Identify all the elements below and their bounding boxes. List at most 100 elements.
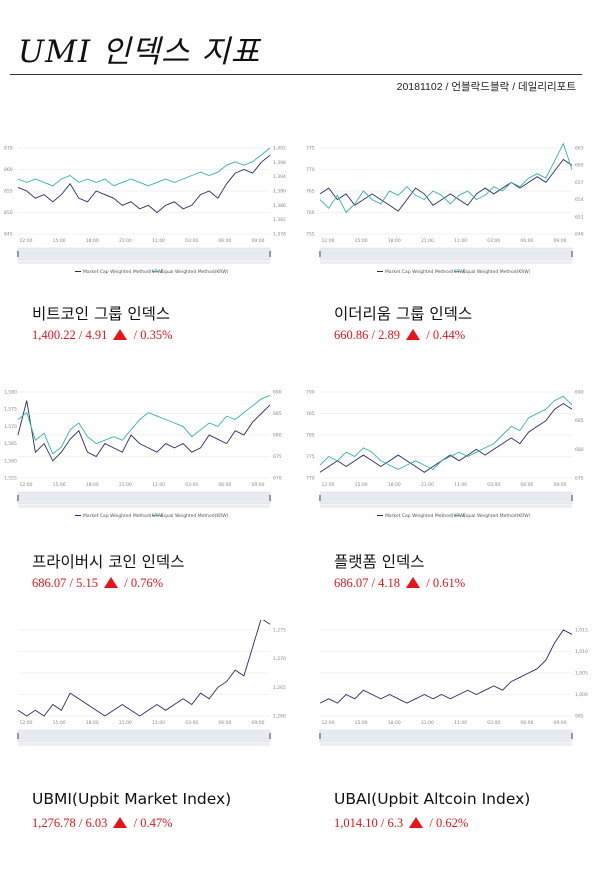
y-right-tick-label: 1,260: [273, 714, 286, 720]
legend-label: Equal Weighted Method(KRW): [161, 513, 229, 519]
y-right-tick-label: 995: [575, 714, 584, 720]
range-handle-left: [319, 495, 321, 501]
y-right-tick-label: 1,005: [575, 671, 588, 677]
y-right-tick-label: 1,015: [575, 628, 588, 634]
series-line: [17, 147, 271, 187]
panel-ethereum-group: 775 770 765 760 755 663 660 657 654 651 648 12:00 15…: [302, 138, 592, 342]
y-left-tick-label: 770: [306, 476, 315, 482]
x-tick-label: 21:00: [119, 720, 132, 726]
y-right-tick-label: 1,000: [575, 692, 588, 698]
legend-label: Market Cap Weighted Method(KRW): [83, 513, 164, 519]
range-handle-right: [571, 495, 573, 501]
y-left-tick-label: 760: [306, 210, 315, 216]
range-selection: [320, 492, 572, 504]
y-left-tick-label: 1,570: [4, 424, 17, 430]
x-tick-label: 03:00: [185, 482, 198, 488]
y-left-tick-label: 1,580: [4, 390, 17, 396]
y-left-tick-label: 785: [306, 411, 315, 417]
panel-title: 이더리움 그룹 인덱스: [334, 305, 473, 323]
change-value: 2.89: [378, 328, 400, 342]
range-handle-right: [571, 733, 573, 739]
range-handle-left: [17, 733, 19, 739]
legend-label: Market Cap Weighted Method(KRW): [385, 513, 466, 519]
series-line: [319, 142, 573, 214]
y-right-tick-label: 1,275: [273, 628, 286, 634]
y-right-tick-label: 675: [575, 476, 584, 482]
series-line: [17, 400, 271, 462]
x-tick-label: 15:00: [53, 482, 66, 488]
series-line: [17, 394, 271, 455]
y-left-tick-label: 755: [306, 232, 315, 238]
x-tick-label: 03:00: [487, 482, 500, 488]
chart-bitcoin-group: 870 860 855 850 845 1,402 1,398 1,394 1,390 1,386…: [4, 146, 286, 276]
legend-label: Market Cap Weighted Method(KRW): [83, 269, 164, 275]
legend-label: Equal Weighted Method(KRW): [161, 269, 229, 275]
change-value: 4.91: [85, 328, 108, 342]
change-percent: 0.76%: [130, 576, 164, 590]
range-handle-right: [269, 495, 271, 501]
x-tick-label: 11:00: [454, 238, 467, 244]
page-title: UMI 인덱스 지표: [18, 34, 261, 70]
panel-title: UBAI(Upbit Altcoin Index): [334, 790, 531, 808]
y-right-tick-label: 1,386: [273, 203, 286, 209]
y-right-tick-label: 651: [575, 214, 584, 220]
x-tick-label: 11:00: [152, 482, 165, 488]
range-scrollbar: [18, 505, 270, 508]
change-percent: 0.61%: [432, 576, 466, 590]
y-left-tick-label: 775: [306, 454, 315, 460]
y-right-tick-label: 690: [575, 390, 584, 396]
index-value: 1,276.78: [32, 816, 76, 830]
x-tick-label: 06:00: [520, 720, 533, 726]
up-triangle-icon: [406, 329, 421, 340]
chart-ubai: 1,015 1,010 1,005 1,000 995 12:00 15:00 18:00 21…: [319, 628, 588, 746]
y-left-tick-label: 765: [306, 189, 315, 195]
y-right-tick-label: 654: [575, 197, 584, 203]
legend-label: Equal Weighted Method(KRW): [463, 269, 531, 275]
x-tick-label: 15:00: [355, 482, 368, 488]
up-triangle-icon: [104, 577, 119, 588]
x-tick-label: 18:00: [86, 238, 99, 244]
y-right-tick-label: 657: [575, 180, 584, 186]
x-tick-label: 18:00: [388, 482, 401, 488]
x-tick-label: 21:00: [119, 238, 132, 244]
range-selection: [18, 730, 270, 742]
change-value: 5.15: [76, 576, 98, 590]
panel-title: 플랫폼 인덱스: [334, 553, 425, 571]
y-right-tick-label: 1,265: [273, 685, 286, 691]
y-right-tick-label: 685: [273, 411, 282, 417]
y-left-tick-label: 845: [4, 232, 13, 238]
change-percent: 0.47%: [140, 816, 173, 830]
x-tick-label: 11:00: [454, 720, 467, 726]
x-tick-label: 09:00: [554, 238, 567, 244]
x-tick-label: 18:00: [388, 720, 401, 726]
x-tick-label: 12:00: [322, 720, 335, 726]
x-tick-label: 15:00: [53, 720, 66, 726]
y-right-tick-label: 648: [575, 232, 584, 238]
index-value: 686.07: [32, 576, 67, 590]
series-line: [17, 620, 271, 717]
change-value: 4.18: [378, 576, 400, 590]
y-right-tick-label: 1,398: [273, 160, 286, 166]
x-tick-label: 15:00: [53, 238, 66, 244]
range-selection: [320, 248, 572, 260]
x-tick-label: 06:00: [218, 238, 231, 244]
x-tick-label: 15:00: [355, 238, 368, 244]
panel-change: 1,014.10 / 6.3 / 0.62%: [334, 816, 469, 830]
panel-change: 660.86 / 2.89 / 0.44%: [334, 328, 466, 342]
y-right-tick-label: 675: [273, 454, 282, 460]
change-value: 6.3: [387, 816, 404, 830]
panel-change: 686.07 / 4.18 / 0.61%: [334, 576, 466, 590]
range-handle-right: [269, 251, 271, 257]
y-right-tick-label: 1,378: [273, 232, 286, 238]
x-tick-label: 06:00: [520, 238, 533, 244]
legend-label: Market Cap Weighted Method(KRW): [385, 269, 466, 275]
y-left-tick-label: 1,560: [4, 458, 17, 464]
y-left-tick-label: 855: [4, 189, 13, 195]
up-triangle-icon: [113, 817, 128, 828]
change-percent: 0.35%: [140, 328, 173, 342]
range-handle-right: [269, 733, 271, 739]
chart-ethereum-group: 775 770 765 760 755 663 660 657 654 651 648 12:00 15…: [306, 142, 584, 275]
range-scrollbar: [18, 743, 270, 746]
x-tick-label: 12:00: [322, 238, 335, 244]
x-tick-label: 09:00: [554, 482, 567, 488]
